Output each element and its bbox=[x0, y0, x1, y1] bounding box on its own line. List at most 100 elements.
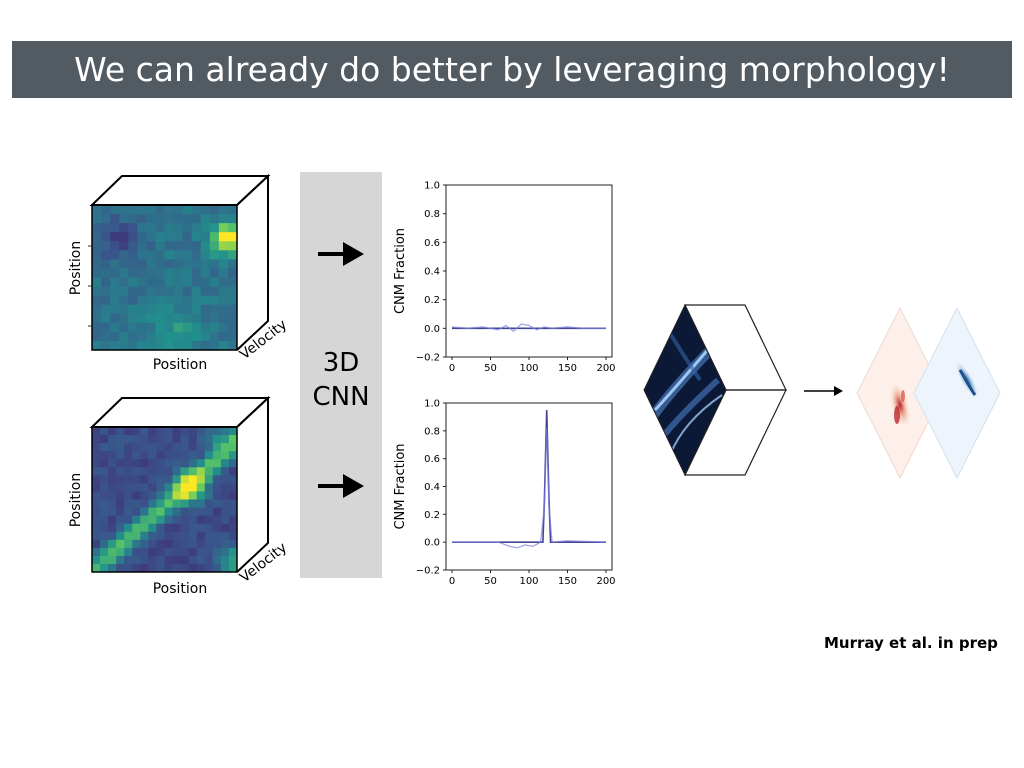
heat-cell bbox=[148, 435, 157, 444]
heat-cell bbox=[146, 268, 156, 278]
heat-cell bbox=[228, 435, 237, 444]
heat-cell bbox=[119, 331, 129, 342]
heat-cell bbox=[172, 531, 182, 541]
heat-cell bbox=[220, 435, 230, 444]
heat-cell bbox=[100, 459, 109, 468]
heat-cell bbox=[100, 467, 109, 476]
heat-cell bbox=[196, 451, 206, 460]
heat-cell bbox=[180, 451, 190, 460]
heat-cell bbox=[188, 435, 198, 444]
heat-cell bbox=[132, 467, 141, 476]
heat-cell bbox=[101, 304, 111, 315]
heat-cell bbox=[228, 507, 237, 517]
heat-cell bbox=[209, 214, 220, 224]
heat-cell bbox=[212, 507, 222, 517]
heat-cell bbox=[110, 268, 120, 278]
heat-cell bbox=[204, 515, 214, 525]
heat-cell bbox=[137, 214, 147, 224]
heat-cell bbox=[108, 563, 117, 572]
heat-cell bbox=[156, 563, 165, 572]
heat-cell bbox=[137, 250, 147, 260]
heat-cell bbox=[173, 340, 184, 350]
heat-cell bbox=[124, 499, 133, 509]
heat-cell bbox=[110, 259, 120, 269]
arrow-right-icon bbox=[804, 386, 843, 396]
heat-cell bbox=[188, 539, 198, 549]
heat-cell bbox=[209, 277, 220, 288]
heat-cell bbox=[191, 259, 202, 269]
cube-bottom bbox=[89, 395, 271, 573]
heat-cell bbox=[172, 483, 182, 492]
heat-cell bbox=[220, 547, 230, 557]
heat-cell bbox=[101, 331, 111, 342]
heat-cell bbox=[164, 523, 174, 533]
heat-cell bbox=[173, 304, 184, 315]
heat-cell bbox=[146, 295, 156, 306]
heat-cell bbox=[137, 331, 147, 342]
heat-cell bbox=[137, 340, 147, 350]
heat-cell bbox=[119, 259, 129, 269]
heat-cell bbox=[204, 563, 214, 572]
heat-cell bbox=[212, 435, 222, 444]
heat-cell bbox=[204, 427, 214, 436]
heat-cell bbox=[92, 443, 101, 452]
heat-cell bbox=[132, 443, 141, 452]
heat-cell bbox=[204, 443, 214, 452]
heat-cell bbox=[140, 531, 149, 541]
heat-cell bbox=[124, 427, 133, 436]
heat-cell bbox=[148, 491, 157, 500]
heat-cell bbox=[164, 467, 174, 476]
heat-cell bbox=[220, 555, 230, 565]
heat-cell bbox=[140, 507, 149, 517]
heat-cell bbox=[92, 322, 102, 333]
heat-cell bbox=[209, 331, 220, 342]
heat-cell bbox=[196, 523, 206, 533]
heat-cell bbox=[182, 331, 193, 342]
heat-cell bbox=[124, 563, 133, 572]
heat-cell bbox=[116, 499, 125, 509]
heat-cell bbox=[92, 459, 101, 468]
heat-cell bbox=[148, 515, 157, 525]
heat-cell bbox=[146, 250, 156, 260]
heat-cell bbox=[148, 539, 157, 549]
heat-cell bbox=[172, 459, 182, 468]
arrow-right-icon bbox=[318, 242, 364, 266]
heat-cell bbox=[110, 277, 120, 288]
heat-cell bbox=[132, 451, 141, 460]
heat-cell bbox=[148, 531, 157, 541]
heat-cell bbox=[188, 451, 198, 460]
heat-cell bbox=[92, 205, 102, 215]
heat-cell bbox=[124, 531, 133, 541]
heat-cell bbox=[156, 515, 165, 525]
heat-cell bbox=[212, 563, 222, 572]
heat-cell bbox=[200, 304, 211, 315]
heat-cell bbox=[155, 214, 165, 224]
heat-cell bbox=[140, 459, 149, 468]
heat-cell bbox=[92, 259, 102, 269]
heat-cell bbox=[204, 491, 214, 500]
heat-cell bbox=[128, 331, 138, 342]
heat-cell bbox=[191, 340, 202, 350]
heat-cell bbox=[110, 241, 120, 251]
heat-cell bbox=[220, 459, 230, 468]
heat-cell bbox=[173, 223, 184, 233]
heat-cell bbox=[191, 286, 202, 297]
heat-cell bbox=[188, 555, 198, 565]
heat-cell bbox=[209, 322, 220, 333]
heat-cell bbox=[164, 340, 175, 350]
heat-cell bbox=[228, 515, 237, 525]
heat-cell bbox=[182, 223, 193, 233]
heat-cell bbox=[128, 304, 138, 315]
heat-cell bbox=[155, 232, 165, 242]
heat-cell bbox=[204, 459, 214, 468]
heat-cell bbox=[92, 547, 101, 557]
heat-cell bbox=[140, 555, 149, 565]
heat-cell bbox=[101, 214, 111, 224]
heat-cell bbox=[188, 523, 198, 533]
heat-cell bbox=[227, 277, 237, 288]
heat-cell bbox=[92, 555, 101, 565]
heat-cell bbox=[196, 443, 206, 452]
heat-cell bbox=[218, 322, 229, 333]
heat-cell bbox=[164, 259, 175, 269]
heat-cell bbox=[128, 205, 138, 215]
